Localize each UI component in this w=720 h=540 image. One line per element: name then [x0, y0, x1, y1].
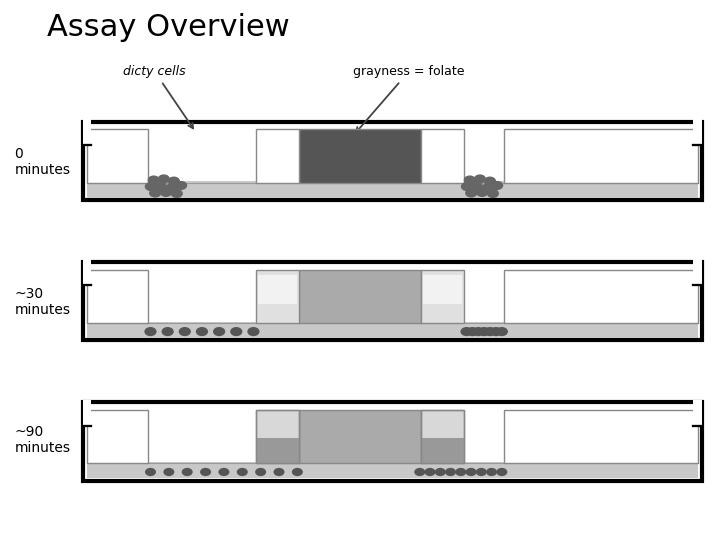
Circle shape	[467, 327, 479, 336]
Bar	[504, 270, 698, 323]
Bar	[421, 270, 464, 323]
Circle shape	[435, 468, 446, 476]
Bar	[83, 400, 91, 426]
Circle shape	[455, 468, 467, 476]
Bar	[693, 119, 702, 145]
Circle shape	[237, 468, 248, 476]
Circle shape	[445, 468, 456, 476]
Circle shape	[145, 327, 157, 336]
Circle shape	[476, 468, 487, 476]
Circle shape	[414, 468, 426, 476]
Circle shape	[149, 188, 161, 198]
Circle shape	[472, 327, 485, 336]
Circle shape	[474, 174, 486, 184]
Bar	[256, 410, 299, 463]
Circle shape	[425, 468, 436, 476]
Bar	[421, 129, 464, 183]
Circle shape	[486, 468, 497, 476]
Circle shape	[476, 188, 488, 197]
Text: Assay Overview: Assay Overview	[47, 14, 289, 43]
Bar	[87, 270, 148, 323]
Circle shape	[255, 468, 266, 476]
Text: dicty cells: dicty cells	[124, 65, 193, 129]
Bar	[87, 410, 148, 463]
Bar	[423, 275, 462, 305]
Circle shape	[482, 183, 494, 192]
Bar	[299, 410, 421, 463]
Circle shape	[248, 327, 260, 336]
Bar	[87, 129, 148, 183]
Circle shape	[274, 468, 284, 476]
Circle shape	[166, 183, 178, 192]
Text: 0
minutes: 0 minutes	[14, 147, 71, 177]
Bar	[256, 438, 299, 463]
Bar	[83, 259, 91, 285]
Bar	[299, 270, 421, 323]
Circle shape	[490, 327, 502, 336]
Circle shape	[145, 468, 156, 476]
Bar	[258, 275, 297, 305]
Text: ~30
minutes: ~30 minutes	[14, 287, 71, 318]
Circle shape	[464, 176, 476, 185]
Circle shape	[496, 468, 508, 476]
Bar	[693, 259, 702, 285]
Bar	[256, 129, 299, 183]
Bar	[87, 462, 698, 478]
Circle shape	[461, 327, 473, 336]
Text: ~90
minutes: ~90 minutes	[14, 425, 71, 455]
Circle shape	[230, 327, 243, 336]
Bar	[421, 410, 464, 463]
Bar	[83, 402, 702, 481]
Circle shape	[148, 176, 160, 185]
Text: grayness = folate: grayness = folate	[353, 65, 464, 132]
Circle shape	[160, 188, 172, 197]
Bar	[504, 410, 698, 463]
Circle shape	[484, 177, 496, 186]
Circle shape	[496, 327, 508, 336]
Circle shape	[466, 468, 477, 476]
Circle shape	[471, 182, 483, 191]
Bar	[83, 122, 702, 200]
Bar	[87, 322, 698, 338]
Circle shape	[196, 327, 208, 336]
Circle shape	[213, 327, 225, 336]
Circle shape	[163, 468, 174, 476]
Circle shape	[478, 327, 490, 336]
Bar	[87, 181, 698, 198]
Bar	[504, 129, 698, 183]
Bar	[256, 410, 299, 463]
Circle shape	[175, 181, 187, 190]
Circle shape	[487, 189, 499, 198]
Circle shape	[155, 182, 167, 191]
Circle shape	[465, 188, 477, 198]
Bar	[421, 410, 464, 463]
Circle shape	[491, 181, 503, 190]
Circle shape	[181, 468, 193, 476]
Bar	[83, 119, 91, 145]
Circle shape	[171, 189, 183, 198]
Bar	[421, 438, 464, 463]
Circle shape	[200, 468, 211, 476]
Circle shape	[218, 468, 230, 476]
Circle shape	[158, 174, 170, 184]
Bar	[299, 129, 421, 183]
Circle shape	[179, 327, 191, 336]
Bar	[256, 270, 299, 323]
Circle shape	[161, 327, 174, 336]
Circle shape	[484, 327, 496, 336]
Circle shape	[292, 468, 303, 476]
Circle shape	[168, 177, 180, 186]
Bar	[693, 400, 702, 426]
Bar	[83, 262, 702, 340]
Circle shape	[461, 182, 473, 191]
Circle shape	[145, 182, 157, 191]
